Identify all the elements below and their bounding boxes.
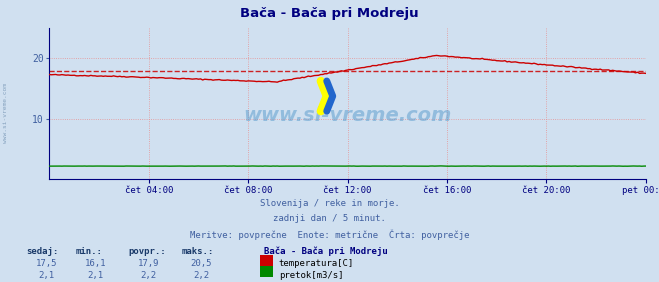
Text: Bača - Bača pri Modreju: Bača - Bača pri Modreju [240, 7, 419, 20]
Text: 2,2: 2,2 [193, 271, 209, 280]
Text: 17,9: 17,9 [138, 259, 159, 268]
Text: temperatura[C]: temperatura[C] [279, 259, 354, 268]
Text: 2,1: 2,1 [38, 271, 54, 280]
Text: 16,1: 16,1 [85, 259, 106, 268]
Text: 20,5: 20,5 [190, 259, 212, 268]
Text: Meritve: povprečne  Enote: metrične  Črta: povprečje: Meritve: povprečne Enote: metrične Črta:… [190, 230, 469, 240]
Text: Bača - Bača pri Modreju: Bača - Bača pri Modreju [264, 247, 387, 256]
Text: 2,1: 2,1 [88, 271, 103, 280]
Text: zadnji dan / 5 minut.: zadnji dan / 5 minut. [273, 214, 386, 223]
Text: povpr.:: povpr.: [129, 247, 166, 256]
Text: www.si-vreme.com: www.si-vreme.com [3, 83, 8, 143]
Text: Slovenija / reke in morje.: Slovenija / reke in morje. [260, 199, 399, 208]
Text: www.si-vreme.com: www.si-vreme.com [243, 106, 452, 125]
Text: 17,5: 17,5 [36, 259, 57, 268]
Text: min.:: min.: [76, 247, 103, 256]
Text: 2,2: 2,2 [140, 271, 156, 280]
Text: sedaj:: sedaj: [26, 247, 59, 256]
Text: pretok[m3/s]: pretok[m3/s] [279, 271, 343, 280]
Text: maks.:: maks.: [181, 247, 214, 256]
